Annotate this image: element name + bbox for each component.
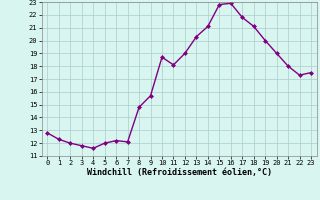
X-axis label: Windchill (Refroidissement éolien,°C): Windchill (Refroidissement éolien,°C)	[87, 168, 272, 177]
